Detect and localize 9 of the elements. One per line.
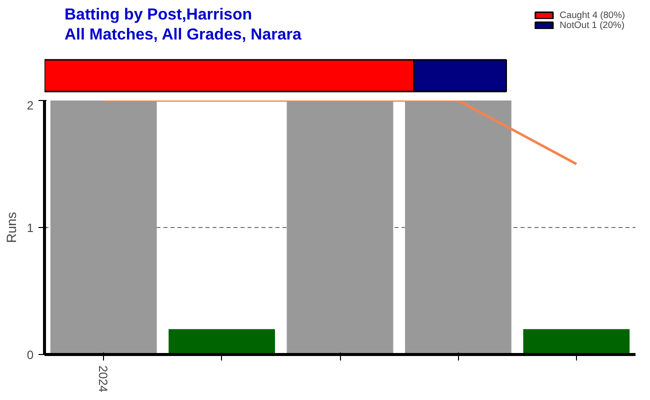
- y-tick-label: 2: [26, 98, 34, 112]
- y-axis-title: Runs: [4, 212, 19, 244]
- legend-label: Caught 4 (80%): [560, 10, 625, 20]
- x-tick-label: 2024: [96, 366, 110, 393]
- y-tick-label: 0: [26, 348, 34, 362]
- chart-title: Batting by Post,Harrison: [64, 6, 252, 24]
- y-tick-label: 1: [26, 221, 34, 235]
- chart-subtitle: All Matches, All Grades, Narara: [64, 26, 302, 44]
- legend-label: NotOut 1 (20%): [560, 20, 624, 30]
